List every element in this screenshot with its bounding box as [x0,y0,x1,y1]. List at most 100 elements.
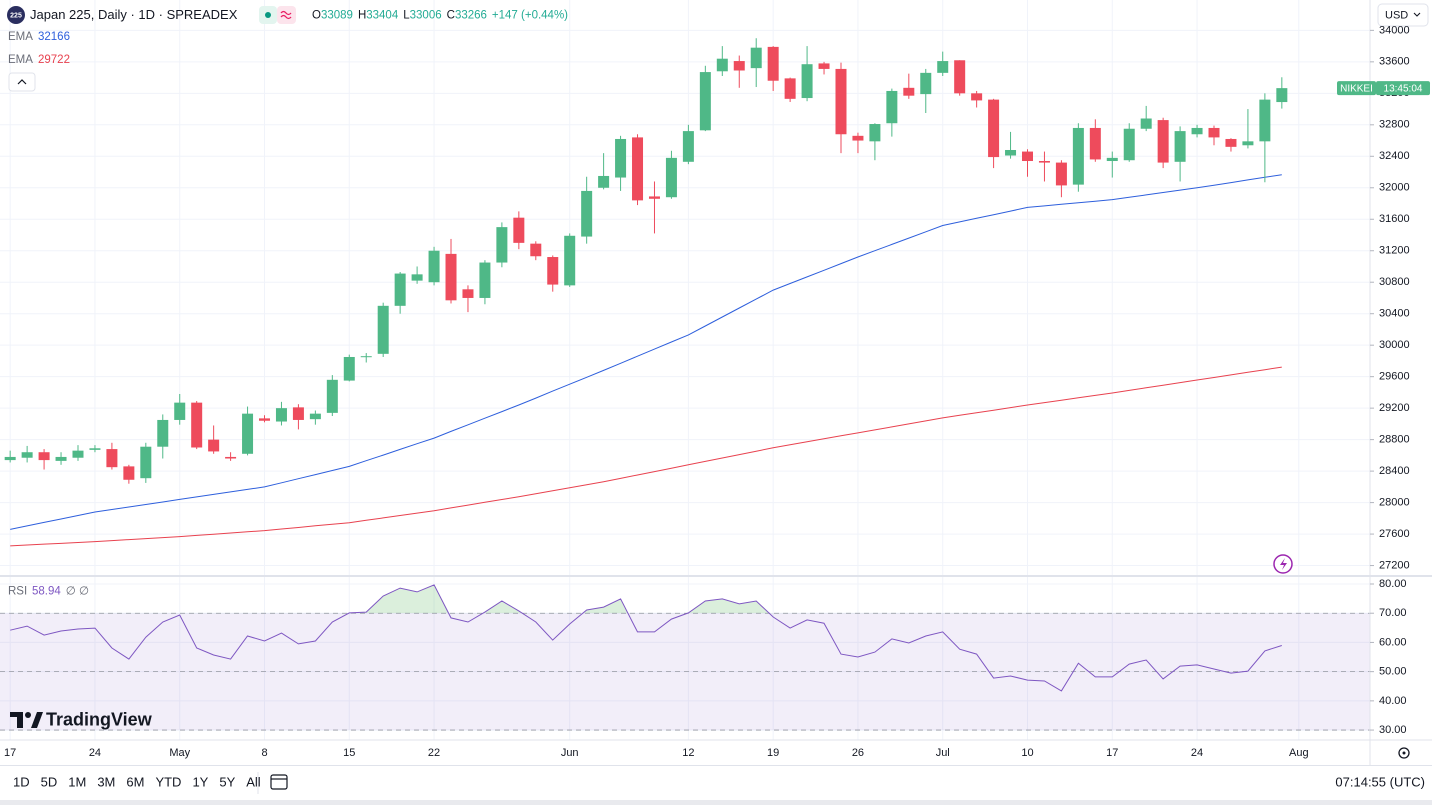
rsi-line [10,584,1282,692]
candle-body [750,47,762,69]
candle-body [225,456,237,459]
y-tick-label: 29600 [1379,371,1410,383]
candle-body [513,217,525,243]
candle-body [394,273,406,306]
range-button[interactable]: 3M [97,774,115,789]
y-tick-label: 70.00 [1379,607,1407,619]
candle-body [343,356,355,381]
candle-body [1089,127,1101,160]
candle-body [801,64,813,99]
symbol-icon-text: 225 [10,12,22,19]
candle-body [1072,127,1084,185]
range-button[interactable]: 1M [68,774,86,789]
y-tick-label: 32000 [1379,182,1410,194]
range-button[interactable]: 5D [41,774,58,789]
candle-body [699,72,711,131]
legend-name: RSI [8,586,27,598]
candle-body [818,63,830,69]
range-button[interactable]: 6M [126,774,144,789]
candle-body [242,413,254,454]
candle-body [784,78,796,99]
candle-body [581,190,593,237]
x-tick-label: 26 [852,747,864,759]
candle-body [4,456,16,461]
candle-body [275,408,287,422]
delay-button[interactable] [277,6,296,24]
bottom-strip [0,800,1432,805]
candle-body [428,250,440,283]
range-button[interactable]: All [246,774,261,789]
candle-body [1055,162,1067,186]
candle-body [835,68,847,135]
candle-body [259,418,271,421]
range-button[interactable]: 1D [13,774,30,789]
ohlc-label: C [447,10,455,22]
y-tick-label: 30000 [1379,339,1410,351]
legend-value: 58.94 [32,586,61,598]
status-dot [265,12,271,18]
y-tick-label: 31200 [1379,245,1410,257]
candle-body [733,61,745,71]
ohlc-value: 33006 [410,10,442,22]
candle-body [208,439,220,452]
candle-body [462,289,474,298]
y-tick-label: 28400 [1379,465,1410,477]
y-tick-label: 29200 [1379,402,1410,414]
symbol-badge-label: NIKKEI [1340,83,1373,94]
candle-body [869,124,881,142]
brand-logo [10,712,23,728]
ohlc-label: L [403,10,410,22]
candle-body [852,135,864,141]
y-tick-label: 30.00 [1379,724,1407,736]
y-tick-label: 27600 [1379,528,1410,540]
candle-body [106,449,118,468]
candle-body [377,305,389,354]
x-tick-label: 24 [1191,747,1203,759]
range-button[interactable]: YTD [155,774,181,789]
candle-body [89,448,101,450]
candle-body [496,227,508,263]
range-button[interactable]: 1Y [192,774,208,789]
symbol-icon [7,6,25,24]
currency-button[interactable] [1377,3,1429,27]
ema-line [10,174,1282,530]
y-tick-label: 28000 [1379,496,1410,508]
candle-body [326,379,338,413]
calendar-icon[interactable] [270,774,288,790]
x-tick-label: 15 [343,747,355,759]
settings-icon[interactable] [1398,747,1410,759]
candle-body [72,450,84,458]
y-tick-label: 60.00 [1379,636,1407,648]
candle-body [971,93,983,101]
candle-body [479,262,491,298]
legend-extra: ∅ ∅ [66,586,89,598]
x-tick-label: 17 [1106,747,1118,759]
candle-body [767,46,779,81]
candle-body [292,407,304,420]
candle-body [1038,161,1050,163]
candle-body [1208,127,1220,138]
candle-body [140,446,152,479]
ohlc-label: H [358,10,366,22]
legend-value: 29722 [38,54,70,66]
clock: 07:14:55 (UTC) [1335,774,1425,789]
y-tick-label: 32800 [1379,119,1410,131]
y-tick-label: 32400 [1379,150,1410,162]
candle-body [1106,157,1118,162]
range-button[interactable]: 5Y [219,774,235,789]
x-tick-label: 8 [261,747,267,759]
candle-body [530,243,542,257]
candle-body [38,452,50,461]
x-tick-label: 24 [89,747,101,759]
candle-body [1140,118,1152,129]
candle-body [191,402,203,448]
candle-body [716,58,728,72]
candle-body [615,138,627,178]
x-tick-label: Aug [1289,747,1309,759]
candle-body [682,131,694,162]
price-badge [1376,81,1430,96]
y-tick-label: 27200 [1379,559,1410,571]
collapse-button[interactable] [8,72,36,92]
